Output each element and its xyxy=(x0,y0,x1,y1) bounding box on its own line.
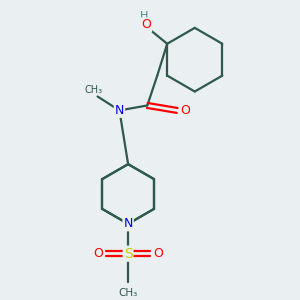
Text: O: O xyxy=(153,247,163,260)
Text: S: S xyxy=(124,247,133,261)
Text: CH₃: CH₃ xyxy=(85,85,103,94)
Text: H: H xyxy=(140,11,148,21)
Text: O: O xyxy=(93,247,103,260)
Text: O: O xyxy=(180,104,190,117)
Text: N: N xyxy=(115,104,124,117)
Text: N: N xyxy=(123,218,133,230)
Text: CH₃: CH₃ xyxy=(118,287,138,298)
Text: O: O xyxy=(141,18,151,32)
